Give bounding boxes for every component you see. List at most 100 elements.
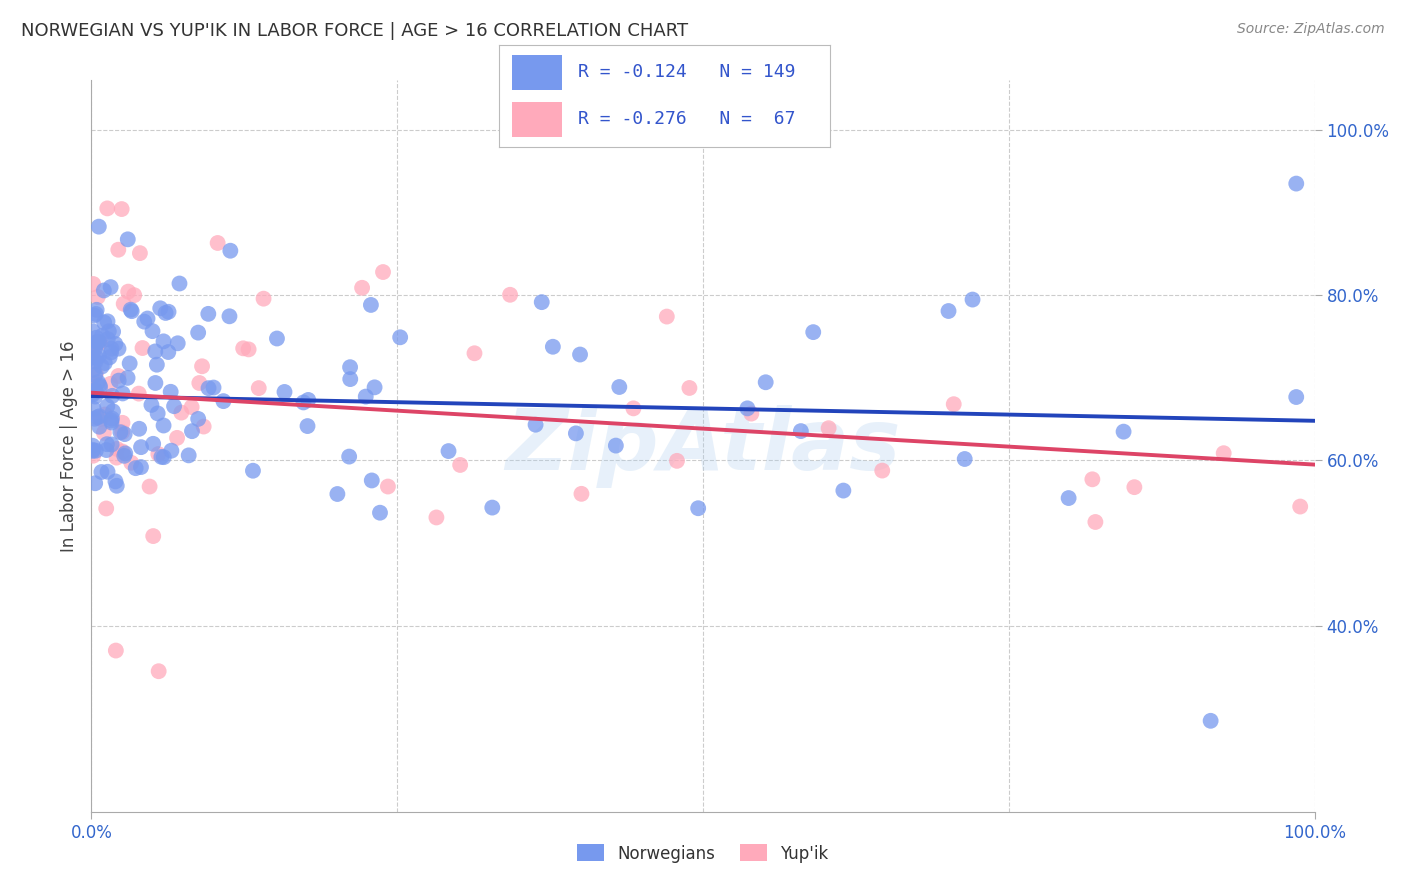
Point	[202, 380, 225, 394]
Point	[218, 310, 240, 324]
Point	[136, 311, 159, 326]
Point	[481, 500, 503, 515]
Y-axis label: In Labor Force | Age > 16: In Labor Force | Age > 16	[59, 340, 77, 552]
Point	[114, 427, 136, 442]
Point	[117, 285, 139, 299]
Point	[97, 324, 120, 338]
Point	[953, 452, 976, 467]
Text: Source: ZipAtlas.com: Source: ZipAtlas.com	[1237, 22, 1385, 37]
Text: R = -0.276   N =  67: R = -0.276 N = 67	[578, 111, 796, 128]
Point	[94, 408, 117, 422]
Point	[817, 421, 839, 435]
Point	[389, 330, 412, 344]
Point	[152, 450, 174, 465]
Point	[146, 358, 169, 372]
Point	[148, 664, 170, 678]
Point	[181, 424, 204, 438]
Point	[1289, 500, 1312, 514]
Point	[96, 501, 118, 516]
Point	[111, 386, 134, 401]
Point	[337, 450, 360, 464]
Point	[86, 410, 108, 425]
Point	[84, 367, 107, 381]
Point	[87, 375, 110, 389]
Point	[107, 374, 129, 388]
Point	[89, 409, 111, 424]
Point	[142, 529, 165, 543]
Point	[131, 341, 153, 355]
Point	[339, 372, 361, 386]
Point	[111, 202, 134, 216]
Point	[100, 413, 122, 427]
Point	[100, 376, 122, 391]
Point	[82, 439, 104, 453]
Point	[354, 390, 377, 404]
Point	[105, 442, 128, 456]
Point	[118, 356, 141, 370]
Point	[101, 389, 124, 403]
Point	[87, 334, 110, 349]
Point	[94, 356, 117, 370]
Point	[117, 371, 139, 385]
Point	[801, 325, 824, 339]
Point	[117, 232, 139, 246]
Point	[297, 392, 319, 407]
Point	[187, 326, 209, 340]
Point	[377, 479, 399, 493]
Point	[242, 464, 264, 478]
Point	[101, 411, 124, 425]
Legend: Norwegians, Yup'ik: Norwegians, Yup'ik	[571, 838, 835, 869]
Point	[363, 380, 385, 394]
Point	[82, 342, 104, 356]
Point	[82, 362, 104, 376]
Point	[188, 376, 211, 390]
Point	[96, 437, 118, 451]
Point	[155, 306, 177, 320]
Point	[368, 506, 391, 520]
Point	[141, 324, 163, 338]
Point	[84, 443, 107, 458]
Point	[942, 397, 965, 411]
Point	[120, 456, 142, 470]
Point	[107, 342, 129, 356]
Point	[86, 334, 108, 349]
Point	[149, 301, 172, 316]
Point	[83, 401, 105, 416]
Point	[86, 302, 108, 317]
Point	[339, 360, 361, 375]
Point	[166, 336, 188, 351]
Point	[84, 368, 107, 382]
Point	[86, 334, 108, 349]
Point	[107, 368, 129, 383]
Point	[565, 426, 588, 441]
Point	[105, 479, 128, 493]
Point	[82, 442, 104, 457]
Point	[82, 449, 104, 463]
Point	[159, 384, 181, 399]
Point	[90, 359, 112, 374]
Point	[212, 394, 235, 409]
Point	[160, 443, 183, 458]
Point	[530, 295, 553, 310]
Point	[197, 307, 219, 321]
Point	[82, 386, 104, 401]
Point	[82, 277, 104, 291]
Point	[84, 390, 107, 404]
Point	[138, 479, 160, 493]
Point	[114, 446, 136, 460]
Point	[96, 314, 118, 328]
Point	[962, 293, 984, 307]
Point	[129, 246, 152, 260]
Point	[93, 315, 115, 329]
Point	[197, 381, 219, 395]
Point	[120, 302, 142, 317]
Point	[1081, 472, 1104, 486]
Point	[371, 265, 394, 279]
Point	[84, 384, 107, 399]
Point	[678, 381, 700, 395]
Point	[84, 351, 107, 365]
Point	[232, 342, 254, 356]
Point	[247, 381, 270, 395]
Text: NORWEGIAN VS YUP'IK IN LABOR FORCE | AGE > 16 CORRELATION CHART: NORWEGIAN VS YUP'IK IN LABOR FORCE | AGE…	[21, 22, 688, 40]
Point	[273, 384, 295, 399]
